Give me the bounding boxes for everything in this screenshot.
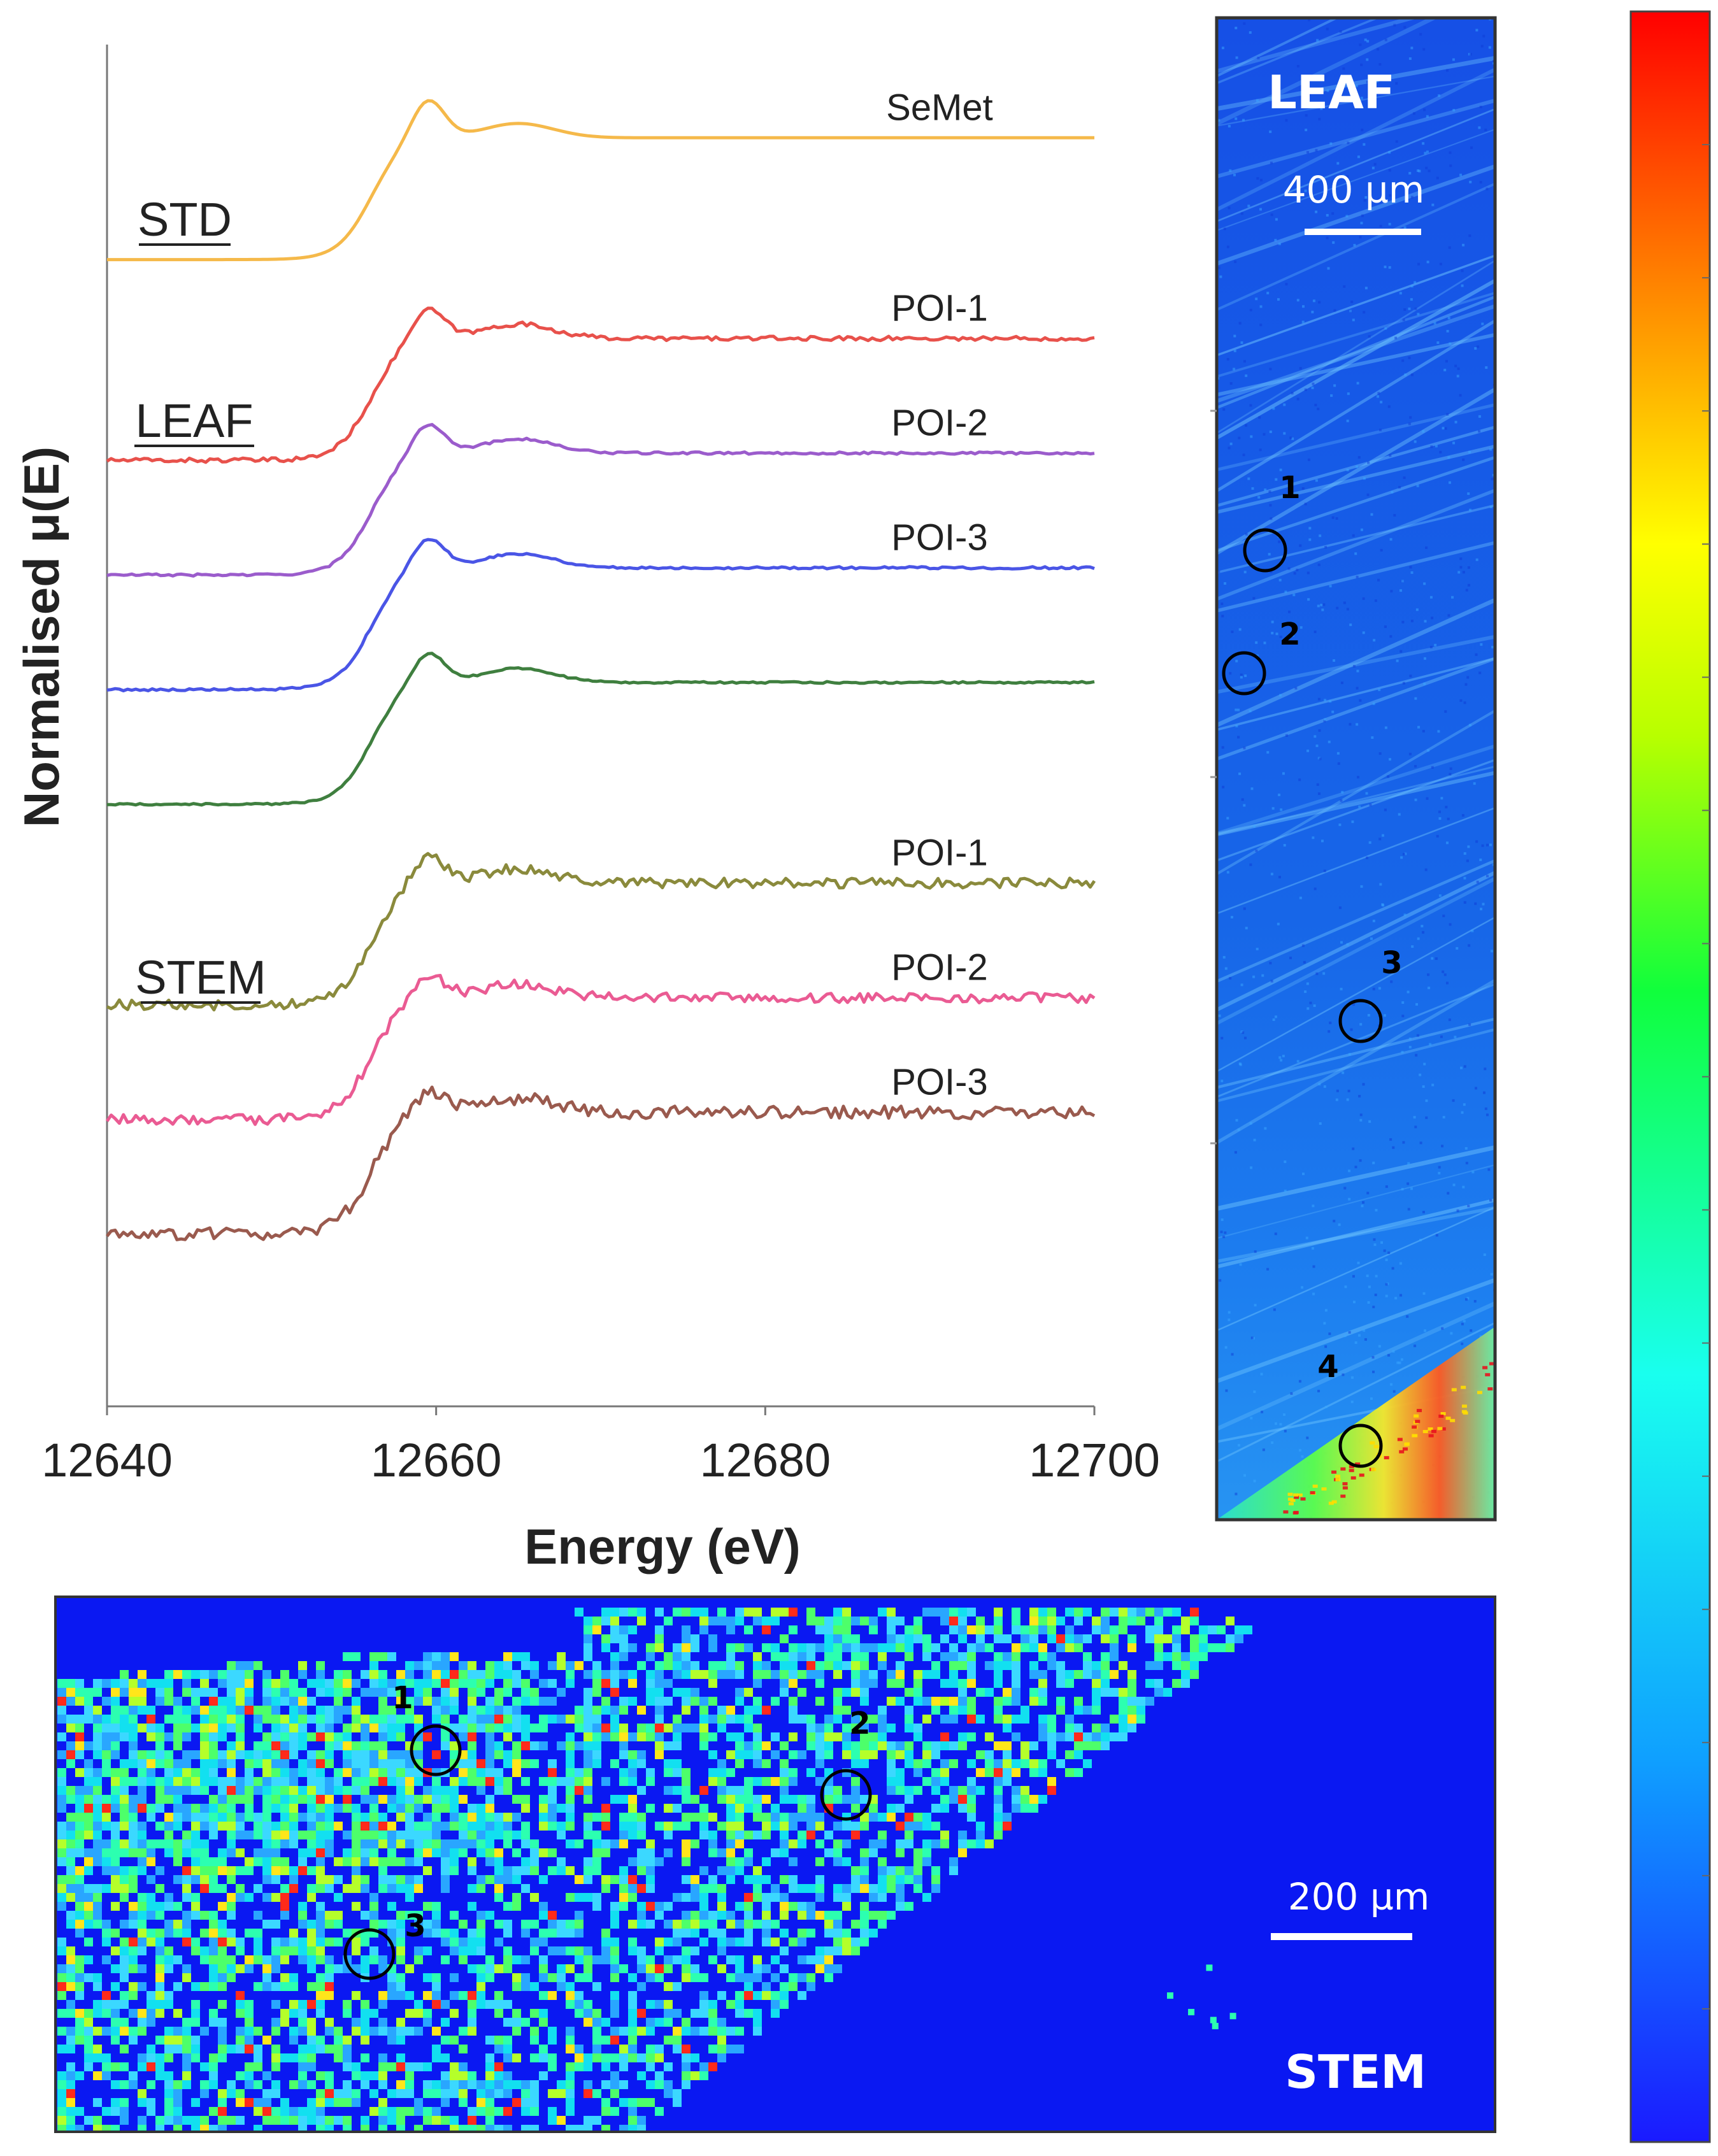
leaf-map-texture [1217, 18, 1495, 1520]
curve-leaf-poi-1 [106, 306, 1095, 464]
stem-map-frame [54, 1596, 1496, 2133]
x-axis-label: Energy (eV) [524, 1518, 800, 1574]
curve-stem-poi-3 [106, 1085, 1096, 1241]
leaf-poi-3-label: 3 [1381, 945, 1402, 981]
stem-scale-bar [1271, 1933, 1412, 1940]
curve-label: SeMet [886, 87, 993, 128]
stem-poi-3-marker [343, 1928, 396, 1980]
leaf-map-label: LEAF [1268, 66, 1395, 119]
curve-label: POI-1 [891, 287, 988, 329]
stem-map-label: STEM [1285, 2045, 1426, 2099]
stem-poi-2-label: 2 [849, 1706, 870, 1741]
curve-label: POI-2 [891, 402, 988, 443]
group-label-leaf: LEAF [135, 394, 253, 447]
leaf-scale-label: 400 µm [1283, 168, 1425, 211]
colorbar [1629, 10, 1711, 2143]
leaf-poi-2-marker [1222, 651, 1266, 696]
curve-std-semet [107, 99, 1094, 262]
curve-leaf-poi-4 [107, 652, 1095, 807]
leaf-map-frame [1215, 16, 1497, 1522]
stem-map: 200 µm STEM 1 2 3 [54, 1596, 1496, 2133]
stem-poi-3-label: 3 [404, 1908, 426, 1944]
curve-label: POI-3 [891, 517, 988, 558]
curve-stem-poi-1 [106, 852, 1096, 1011]
leaf-poi-4-marker [1338, 1424, 1383, 1468]
curve-leaf-poi-2 [106, 423, 1095, 578]
spectra-chart: 12640 12660 12680 12700 SeMet POI-1 POI-2 POI-… [13, 45, 1160, 1574]
x-tick-marks [106, 1406, 1096, 1415]
leaf-poi-1-label: 1 [1279, 470, 1300, 506]
leaf-map-background [1217, 18, 1495, 1520]
leaf-poi-4-label: 4 [1317, 1349, 1338, 1385]
colorbar-gradient [1629, 10, 1711, 2143]
x-tick-label: 12660 [371, 1434, 502, 1487]
leaf-poi-3-marker [1338, 999, 1383, 1043]
group-label-std: STD [138, 193, 232, 246]
stem-map-texture [57, 1608, 1252, 2132]
colorbar-ticks [1702, 144, 1710, 2010]
leaf-scale-bar [1305, 229, 1421, 235]
stem-poi-1-marker [410, 1724, 462, 1776]
x-tick-label: 12700 [1029, 1434, 1160, 1487]
leaf-poi-1-marker [1243, 528, 1287, 573]
curve-stem-poi-2 [105, 974, 1096, 1126]
x-tick-label: 12680 [699, 1434, 831, 1487]
curve-leaf-poi-3 [106, 538, 1095, 692]
group-labels: STD LEAF STEM [134, 193, 266, 1004]
curve-labels: SeMet POI-1 POI-2 POI-3 POI-1 POI-2 POI-3 [886, 87, 993, 1103]
stem-poi-1-label: 1 [392, 1680, 413, 1716]
curve-label: POI-1 [891, 832, 988, 874]
curve-label: POI-2 [891, 947, 988, 989]
curve-label: POI-3 [891, 1062, 988, 1103]
stem-scale-label: 200 µm [1288, 1875, 1430, 1918]
leaf-map: LEAF 400 µm 1 2 3 4 [1210, 16, 1497, 1522]
group-label-stem: STEM [135, 951, 266, 1004]
y-axis-label: Normalised μ(E) [13, 446, 69, 827]
x-tick-labels: 12640 12660 12680 12700 [41, 1434, 1160, 1487]
stem-poi-2-marker [820, 1769, 872, 1821]
leaf-vein-hotspot [1217, 1327, 1495, 1520]
curves [105, 99, 1096, 1241]
leaf-poi-2-label: 2 [1279, 617, 1300, 652]
x-tick-label: 12640 [41, 1434, 173, 1487]
